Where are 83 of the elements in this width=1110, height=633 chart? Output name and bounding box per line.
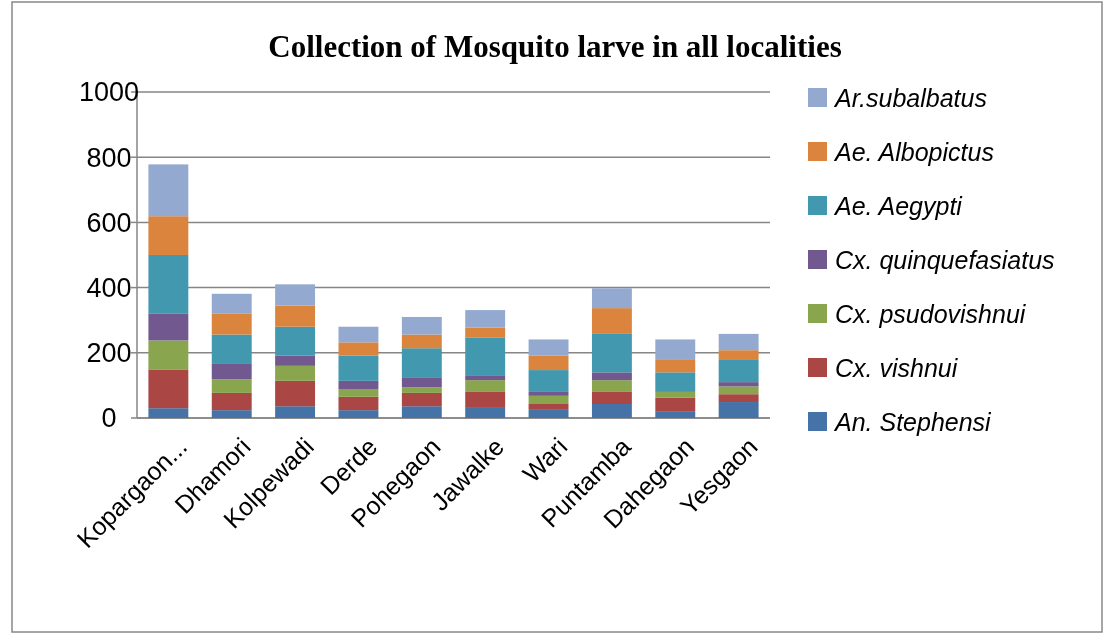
bar: [401, 406, 442, 418]
bar: [465, 337, 506, 376]
bar: [465, 391, 506, 408]
bar: [528, 355, 569, 371]
bar: [401, 348, 442, 378]
bar: [655, 372, 696, 392]
y-tick-label: 1000: [78, 77, 140, 108]
legend-label: Cx. quinquefasiatus: [835, 245, 1055, 274]
bar: [718, 386, 759, 395]
bar: [211, 334, 252, 364]
bar: [655, 391, 696, 398]
bar: [401, 377, 442, 388]
bar: [655, 359, 696, 373]
bar: [211, 410, 252, 418]
bar: [148, 408, 189, 418]
bar: [148, 369, 189, 409]
y-tick-label: 600: [86, 207, 132, 238]
bar: [275, 284, 316, 306]
bar: [718, 402, 759, 418]
bar: [465, 407, 506, 418]
bar: [465, 327, 506, 338]
y-tick-label: 0: [101, 403, 117, 434]
bar: [148, 313, 189, 341]
bar: [591, 372, 632, 381]
bar: [148, 255, 189, 314]
bar: [718, 350, 759, 360]
bar: [275, 305, 316, 327]
bar: [528, 391, 569, 396]
bar: [591, 333, 632, 373]
bar: [148, 164, 189, 217]
bar: [275, 355, 316, 366]
bar: [338, 388, 379, 397]
bar: [655, 339, 696, 360]
bar: [401, 334, 442, 349]
y-tick-label: 200: [86, 338, 132, 369]
bar: [591, 308, 632, 334]
bar: [148, 340, 189, 370]
bar: [211, 363, 252, 380]
bar: [465, 310, 506, 328]
bar: [718, 359, 759, 383]
bar: [275, 406, 316, 418]
bar: [528, 395, 569, 404]
bar: [655, 397, 696, 412]
bar: [401, 316, 442, 335]
chart-title: Collection of Mosquito larve in all localities: [268, 29, 842, 64]
bar: [211, 379, 252, 393]
bar: [528, 409, 569, 418]
bar: [148, 216, 189, 255]
bar: [338, 380, 379, 389]
bar: [465, 380, 506, 392]
bar: [528, 339, 569, 356]
bar: [591, 403, 632, 418]
bar: [211, 293, 252, 314]
legend-label: Cx. psudovishnui: [835, 299, 1027, 328]
bar: [465, 375, 506, 381]
bar: [401, 387, 442, 393]
bar: [275, 365, 316, 381]
legend-label: Ar.subalbatus: [833, 83, 987, 112]
bar: [275, 326, 316, 356]
legend-label: An. Stephensi: [833, 407, 993, 436]
bar: [338, 396, 379, 411]
bar: [591, 288, 632, 309]
bar: [338, 410, 379, 418]
legend-label: Ae. Albopictus: [833, 137, 994, 166]
bar: [528, 403, 569, 410]
y-tick-label: 800: [86, 142, 132, 173]
bar: [718, 382, 759, 387]
y-tick-label: 400: [86, 273, 132, 304]
bar: [528, 370, 569, 392]
bar: [718, 333, 759, 351]
bar: [718, 394, 759, 403]
bar: [338, 326, 379, 343]
bar: [401, 392, 442, 407]
legend-label: Cx. vishnui: [835, 353, 959, 382]
bar: [655, 411, 696, 418]
bar: [211, 313, 252, 335]
bar: [338, 355, 379, 381]
bar: [275, 380, 316, 407]
bar: [338, 342, 379, 356]
bar: [591, 391, 632, 404]
bar: [591, 380, 632, 392]
legend-label: Ae. Aegypti: [833, 191, 964, 220]
bar: [211, 392, 252, 411]
